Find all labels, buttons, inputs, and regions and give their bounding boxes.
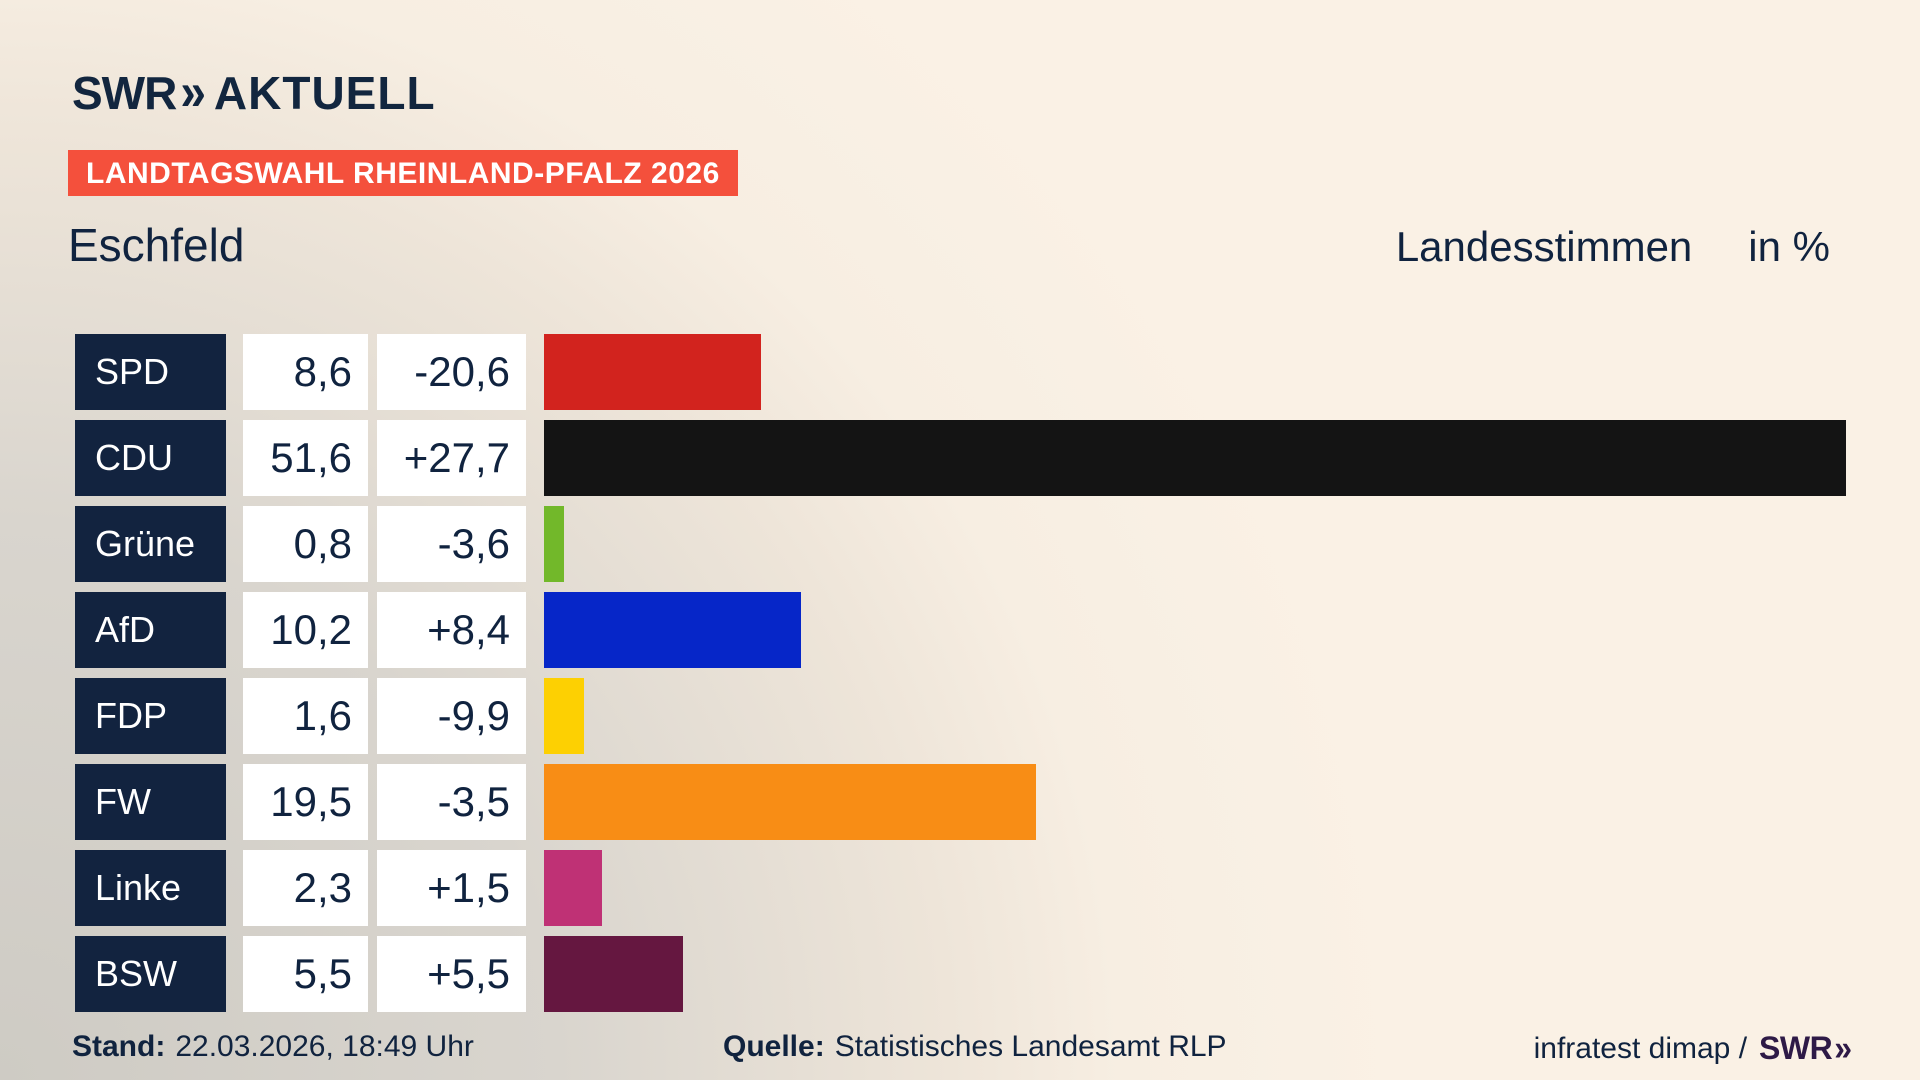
source-note: Quelle: Statistisches Landesamt RLP <box>723 1030 1227 1064</box>
table-row: FDP 1,6 -9,9 <box>75 678 1846 754</box>
page-title: Eschfeld <box>68 219 245 271</box>
change-cell: -20,6 <box>377 334 526 410</box>
table-row: FW 19,5 -3,5 <box>75 764 1846 840</box>
measure-label: Landesstimmen <box>1395 223 1693 270</box>
swr-footer-logo-text: SWR <box>1759 1030 1833 1066</box>
stand-value: 22.03.2026, 18:49 Uhr <box>175 1030 474 1063</box>
value-cell: 8,6 <box>243 334 368 410</box>
aktuell-logo-text: AKTUELL <box>213 67 436 119</box>
quelle-label: Quelle: <box>723 1030 825 1063</box>
bar-track <box>544 678 1846 754</box>
bar <box>544 334 761 410</box>
bar <box>544 420 1846 496</box>
bar-track <box>544 420 1846 496</box>
value-cell: 1,6 <box>243 678 368 754</box>
party-label-cell: SPD <box>75 334 226 410</box>
party-label-cell: AfD <box>75 592 226 668</box>
party-label-cell: Linke <box>75 850 226 926</box>
bar <box>544 850 603 926</box>
credit-text: infratest dimap / <box>1533 1031 1748 1065</box>
party-label-cell: CDU <box>75 420 226 496</box>
table-row: AfD 10,2 +8,4 <box>75 592 1846 668</box>
measure-title: Landesstimmen in % <box>1396 223 1830 271</box>
party-label-cell: FDP <box>75 678 226 754</box>
unit-label: in % <box>1748 223 1830 270</box>
change-cell: +1,5 <box>377 850 526 926</box>
results-table: SPD 8,6 -20,6 CDU 51,6 +27,7 Grüne 0,8 -3,6 AfD 10… <box>75 334 1846 1022</box>
bar <box>544 592 802 668</box>
title-row: Eschfeld Landesstimmen in % <box>68 218 1830 272</box>
bar-track <box>544 592 1846 668</box>
value-cell: 10,2 <box>243 592 368 668</box>
status-timestamp: Stand: 22.03.2026, 18:49 Uhr <box>72 1030 474 1064</box>
change-cell: -3,6 <box>377 506 526 582</box>
table-row: CDU 51,6 +27,7 <box>75 420 1846 496</box>
bar-track <box>544 334 1846 410</box>
election-banner: LANDTAGSWAHL RHEINLAND-PFALZ 2026 <box>68 150 738 196</box>
bar <box>544 764 1037 840</box>
table-row: Linke 2,3 +1,5 <box>75 850 1846 926</box>
bar-track <box>544 764 1846 840</box>
bar-track <box>544 850 1846 926</box>
value-cell: 2,3 <box>243 850 368 926</box>
change-cell: -9,9 <box>377 678 526 754</box>
party-label-cell: FW <box>75 764 226 840</box>
bar <box>544 678 585 754</box>
change-cell: -3,5 <box>377 764 526 840</box>
change-cell: +5,5 <box>377 936 526 1012</box>
value-cell: 19,5 <box>243 764 368 840</box>
bar <box>544 936 683 1012</box>
swr-footer-logo-chevrons-icon: » <box>1834 1028 1852 1068</box>
swr-footer-logo: SWR » <box>1759 1028 1852 1068</box>
bar <box>544 506 565 582</box>
bar-track <box>544 506 1846 582</box>
value-cell: 0,8 <box>243 506 368 582</box>
quelle-value: Statistisches Landesamt RLP <box>834 1030 1227 1063</box>
change-cell: +27,7 <box>377 420 526 496</box>
table-row: SPD 8,6 -20,6 <box>75 334 1846 410</box>
party-label-cell: Grüne <box>75 506 226 582</box>
stand-label: Stand: <box>72 1030 166 1063</box>
table-row: BSW 5,5 +5,5 <box>75 936 1846 1012</box>
credit-note: infratest dimap / SWR » <box>1533 1028 1852 1068</box>
bar-track <box>544 936 1846 1012</box>
swr-logo-text: SWR <box>72 67 177 119</box>
party-label-cell: BSW <box>75 936 226 1012</box>
swr-logo-chevrons-icon: » <box>180 61 205 121</box>
value-cell: 5,5 <box>243 936 368 1012</box>
table-row: Grüne 0,8 -3,6 <box>75 506 1846 582</box>
swr-aktuell-logo: SWR » AKTUELL <box>72 61 436 122</box>
change-cell: +8,4 <box>377 592 526 668</box>
value-cell: 51,6 <box>243 420 368 496</box>
